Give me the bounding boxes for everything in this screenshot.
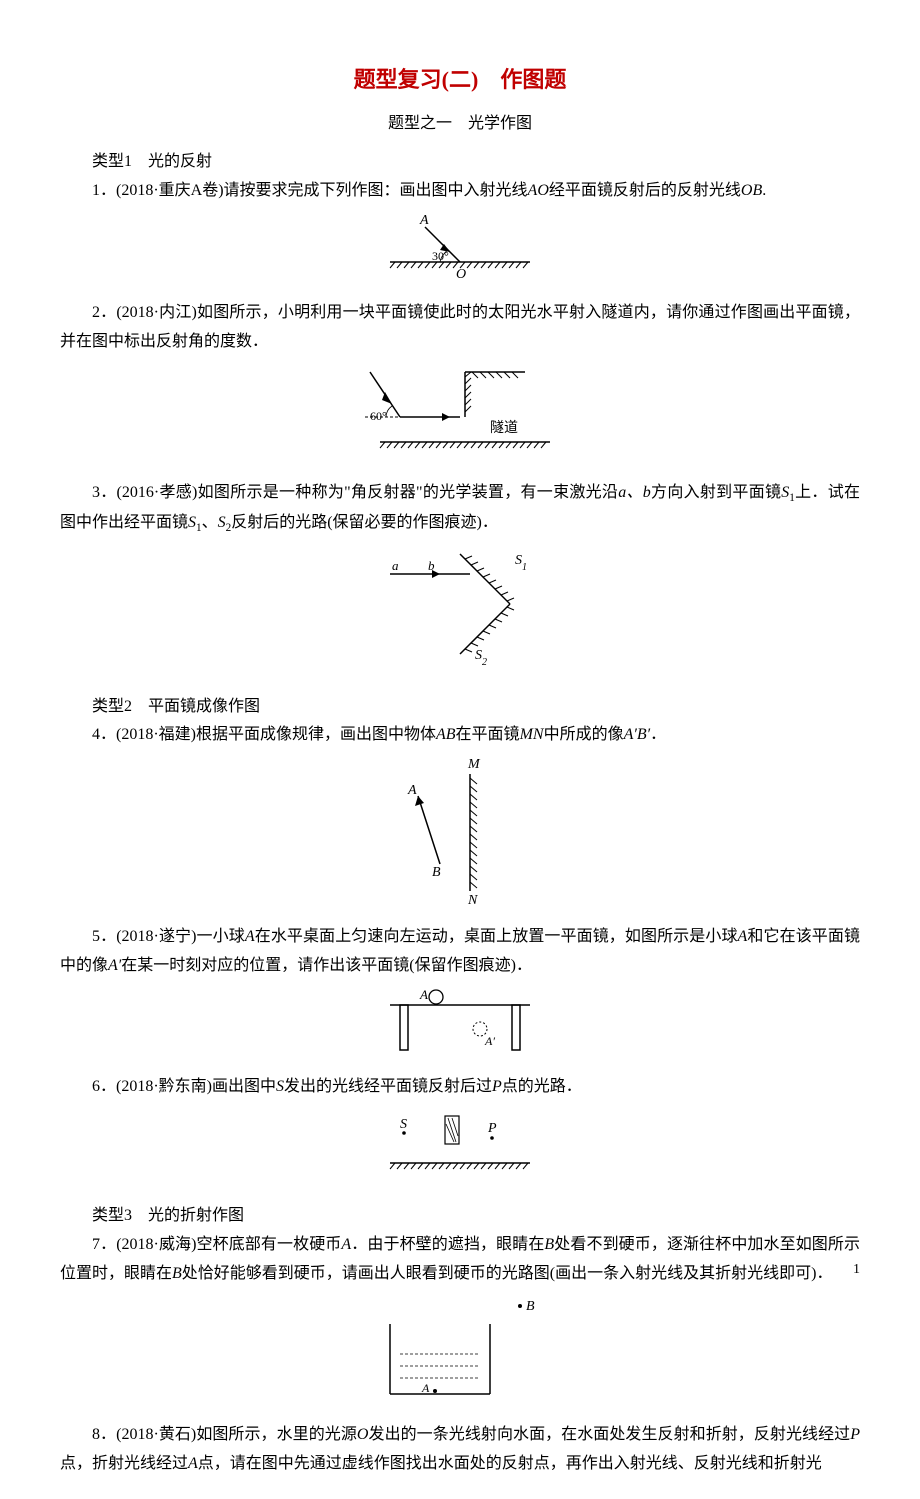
fig6-P: P xyxy=(487,1121,497,1136)
fig1-O: O xyxy=(456,267,466,282)
q7-b: B xyxy=(544,1236,554,1253)
q5-suffix: 在某一时刻对应的位置，请作出该平面镜(保留作图痕迹)． xyxy=(121,957,532,974)
svg-text:S2: S2 xyxy=(475,648,487,668)
q3-s12: S xyxy=(188,514,196,531)
q4-a2b2: A′B′ xyxy=(624,726,651,743)
q3-s2: S xyxy=(218,514,226,531)
q5-mid: 在水平桌面上匀速向左运动，桌面上放置一平面镜，如图所示是小球 xyxy=(255,928,738,945)
q6-p: P xyxy=(492,1078,502,1095)
subtitle: 题型之一 光学作图 xyxy=(60,110,860,139)
fig5-A2: A′ xyxy=(484,1034,495,1048)
q7-b2: B xyxy=(172,1265,182,1282)
q7-suffix: 处恰好能够看到硬币，请画出人眼看到硬币的光路图(画出一条入射光线及其折射光线即可… xyxy=(182,1265,833,1282)
q3-prefix: 3．(2016·孝感)如图所示是一种称为"角反射器"的光学装置，有一束激光沿 xyxy=(92,484,618,501)
q4-mn: MN xyxy=(520,726,544,743)
figure-7: B A xyxy=(60,1294,860,1415)
q1-suffix: . xyxy=(762,182,766,199)
q8-mid: 发出的一条光线射向水面，在水面处发生反射和折射，反射光线经过 xyxy=(368,1426,850,1443)
q6-prefix: 6．(2018·黔东南)画出图中 xyxy=(92,1078,276,1095)
q5-a3: A′ xyxy=(108,957,121,974)
main-title: 题型复习(二) 作图题 xyxy=(60,60,860,100)
fig1-A: A xyxy=(419,213,429,228)
fig4-A: A xyxy=(407,783,417,798)
q1-ao: AO xyxy=(528,182,549,199)
fig2-angle: 60° xyxy=(370,409,387,423)
q6-s: S xyxy=(276,1078,284,1095)
q8-o: O xyxy=(357,1426,369,1443)
category-3: 类型3 光的折射作图 xyxy=(60,1202,860,1231)
q1-mid: 经平面镜反射后的反射光线 xyxy=(549,182,741,199)
fig7-A: A xyxy=(421,1381,430,1395)
question-2: 2．(2018·内江)如图所示，小明利用一块平面镜使此时的太阳光水平射入隧道内，… xyxy=(60,299,860,357)
fig3-S2sub: 2 xyxy=(482,656,487,667)
q4-mid: 在平面镜 xyxy=(456,726,520,743)
fig3-S1sub: 1 xyxy=(522,561,527,572)
figure-1: A 30° O xyxy=(60,212,860,293)
q7-prefix: 7．(2018·威海)空杯底部有一枚硬币 xyxy=(92,1236,341,1253)
q4-mid2: 中所成的像 xyxy=(544,726,624,743)
q6-suffix: 点的光路． xyxy=(502,1078,582,1095)
q4-prefix: 4．(2018·福建)根据平面成像规律，画出图中物体 xyxy=(92,726,436,743)
q5-prefix: 5．(2018·遂宁)一小球 xyxy=(92,928,245,945)
q7-mid: ．由于杯壁的遮挡，眼睛在 xyxy=(351,1236,544,1253)
category-2: 类型2 平面镜成像作图 xyxy=(60,693,860,722)
fig3-a: a xyxy=(392,558,399,573)
fig5-A: A xyxy=(419,987,428,1002)
figure-6: S P xyxy=(60,1108,860,1194)
q1-text: 1．(2018·重庆A卷)请按要求完成下列作图：画出图中入射光线 xyxy=(92,182,528,199)
question-1: 1．(2018·重庆A卷)请按要求完成下列作图：画出图中入射光线AO经平面镜反射… xyxy=(60,177,860,206)
q3-sep: 、 xyxy=(202,514,218,531)
q8-a: A xyxy=(188,1455,198,1472)
fig4-M: M xyxy=(467,757,481,772)
q4-ab: AB xyxy=(436,726,456,743)
question-8: 8．(2018·黄石)如图所示，水里的光源O发出的一条光线射向水面，在水面处发生… xyxy=(60,1421,860,1479)
fig3-S2: S xyxy=(475,648,482,663)
q8-suffix: 点，请在图中先通过虚线作图找出水面处的反射点，再作出入射光线、反射光线和折射光 xyxy=(198,1455,822,1472)
q3-mid: 方向入射到平面镜 xyxy=(651,484,782,501)
question-7: 7．(2018·威海)空杯底部有一枚硬币A．由于杯壁的遮挡，眼睛在B处看不到硬币… xyxy=(60,1231,860,1289)
fig4-B: B xyxy=(432,865,441,880)
q3-ab: a、b xyxy=(618,484,651,501)
figure-3: S1 S2 a b xyxy=(60,544,860,685)
q8-mid2: 点，折射光线经过 xyxy=(60,1455,188,1472)
fig6-S: S xyxy=(400,1117,407,1132)
category-1: 类型1 光的反射 xyxy=(60,148,860,177)
page-number: 1 xyxy=(853,1257,860,1282)
q8-prefix: 8．(2018·黄石)如图所示，水里的光源 xyxy=(92,1426,357,1443)
svg-text:S1: S1 xyxy=(515,553,527,573)
fig3-S1: S xyxy=(515,553,522,568)
fig2-label: 隧道 xyxy=(490,420,518,436)
figure-5: A A′ xyxy=(60,987,860,1068)
question-4: 4．(2018·福建)根据平面成像规律，画出图中物体AB在平面镜MN中所成的像A… xyxy=(60,721,860,750)
q4-suffix: ． xyxy=(650,726,666,743)
fig4-N: N xyxy=(467,893,478,906)
question-3: 3．(2016·孝感)如图所示是一种称为"角反射器"的光学装置，有一束激光沿a、… xyxy=(60,479,860,538)
question-6: 6．(2018·黔东南)画出图中S发出的光线经平面镜反射后过P点的光路． xyxy=(60,1073,860,1102)
q6-mid: 发出的光线经平面镜反射后过 xyxy=(284,1078,492,1095)
figure-2: 60° 隧道 xyxy=(60,362,860,473)
question-5: 5．(2018·遂宁)一小球A在水平桌面上匀速向左运动，桌面上放置一平面镜，如图… xyxy=(60,923,860,981)
q7-a: A xyxy=(341,1236,351,1253)
q5-a: A xyxy=(245,928,255,945)
figure-4: M N A B xyxy=(60,756,860,917)
fig3-b: b xyxy=(428,558,435,573)
q8-p: P xyxy=(850,1426,860,1443)
q1-ob: OB xyxy=(741,182,762,199)
q3-suffix: 反射后的光路(保留必要的作图痕迹)． xyxy=(231,514,498,531)
q5-a2: A xyxy=(738,928,748,945)
